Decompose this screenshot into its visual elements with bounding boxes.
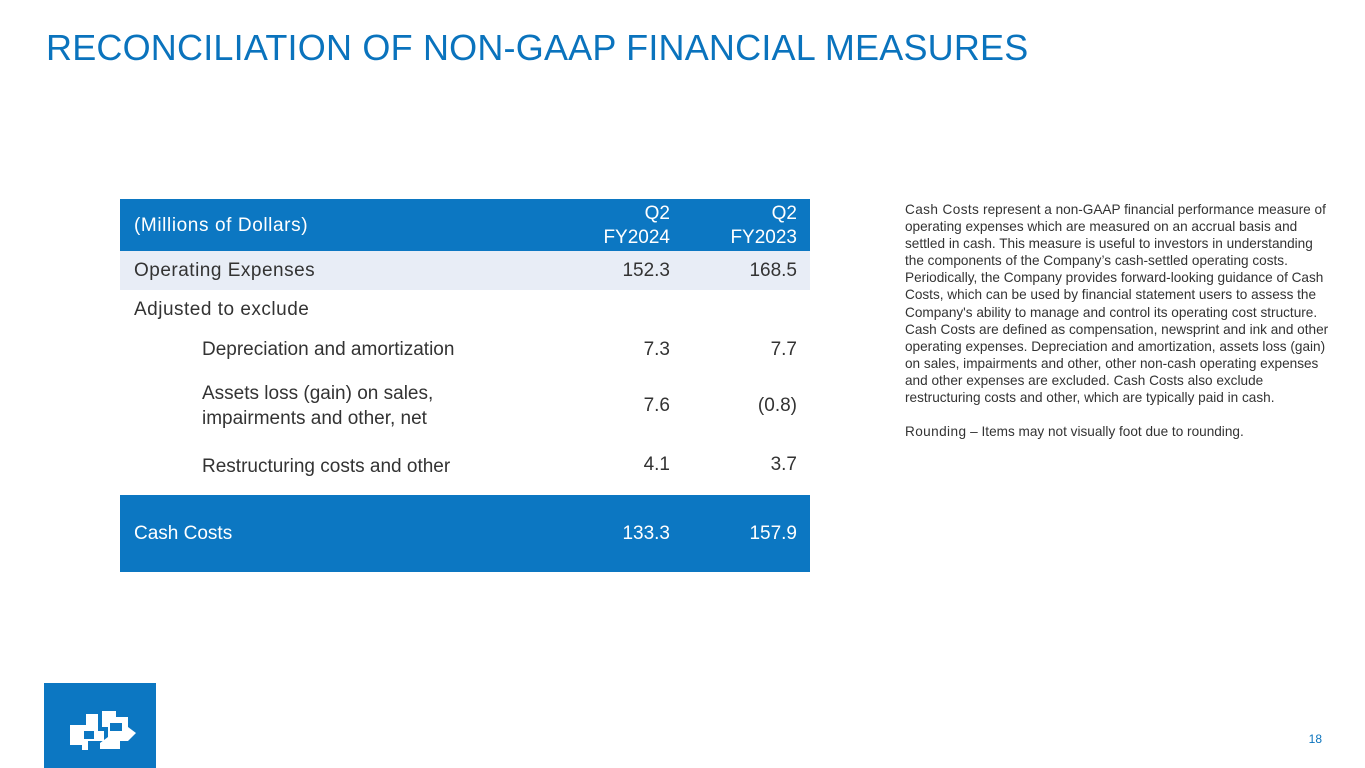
logo-mark [70, 711, 136, 750]
rounding-term: Rounding [905, 424, 967, 440]
table-row-depreciation: Depreciation and amortization 7.3 7.7 [120, 330, 810, 369]
header-label: (Millions of Dollars) [134, 214, 309, 236]
row-label-line1: Assets loss (gain) on sales, [202, 383, 434, 404]
value-q2-fy2024: 152.3 [622, 259, 670, 281]
value-q2-fy2024: 4.1 [643, 454, 670, 475]
value-q2-fy2024: 133.3 [622, 522, 670, 544]
cash-costs-definition: Cash Costs represent a non-GAAP financia… [905, 201, 1333, 406]
value-q2-fy2023: 3.7 [770, 454, 797, 475]
page-number: 18 [1308, 732, 1322, 746]
row-label: Restructuring costs and other [202, 456, 451, 477]
table-row-assets-loss: Assets loss (gain) on sales, impairments… [120, 369, 810, 443]
header-col1-line1: Q2 [644, 203, 670, 224]
row-label: Assets loss (gain) on sales, impairments… [120, 369, 570, 443]
rounding-note: Rounding – Items may not visually foot d… [905, 423, 1333, 440]
table-row-cash-costs: Cash Costs 133.3 157.9 [120, 495, 810, 572]
table-row-restructuring: Restructuring costs and other 4.1 3.7 [120, 443, 810, 495]
value-q2-fy2023: 168.5 [749, 259, 797, 281]
rounding-body: Items may not visually foot due to round… [981, 424, 1244, 440]
header-col-q2-fy2023: Q2 FY2023 [670, 199, 810, 251]
header-col2-line1: Q2 [771, 203, 797, 224]
table-header-row: (Millions of Dollars) Q2 FY2024 Q2 FY202… [120, 199, 810, 251]
header-col-q2-fy2024: Q2 FY2024 [570, 199, 670, 251]
header-col1-line2: FY2024 [603, 227, 670, 248]
table-row-operating-expenses: Operating Expenses 152.3 168.5 [120, 251, 810, 290]
value-q2-fy2024: 7.6 [643, 395, 670, 416]
row-label: Cash Costs [134, 522, 233, 544]
value-q2-fy2023: (0.8) [757, 395, 797, 416]
value-q2-fy2024: 7.3 [643, 338, 670, 360]
row-label: Depreciation and amortization [202, 339, 455, 360]
definition-notes: Cash Costs represent a non-GAAP financia… [905, 201, 1333, 440]
row-label: Adjusted to exclude [134, 299, 310, 320]
value-q2-fy2023: 7.7 [770, 338, 797, 360]
header-col2-line2: FY2023 [730, 227, 797, 248]
row-label-line2: impairments and other, net [202, 408, 427, 429]
page-title: RECONCILIATION OF NON-GAAP FINANCIAL MEA… [46, 27, 1029, 68]
reconciliation-table: (Millions of Dollars) Q2 FY2024 Q2 FY202… [120, 199, 810, 572]
cash-costs-term: Cash Costs [905, 202, 980, 217]
table-row-adjusted-to-exclude: Adjusted to exclude [120, 290, 810, 330]
rounding-dash: – [966, 424, 982, 440]
cash-costs-body: represent a non-GAAP financial performan… [905, 202, 1329, 406]
row-label: Operating Expenses [134, 259, 316, 281]
value-q2-fy2023: 157.9 [749, 522, 797, 544]
company-logo-icon [44, 683, 156, 768]
